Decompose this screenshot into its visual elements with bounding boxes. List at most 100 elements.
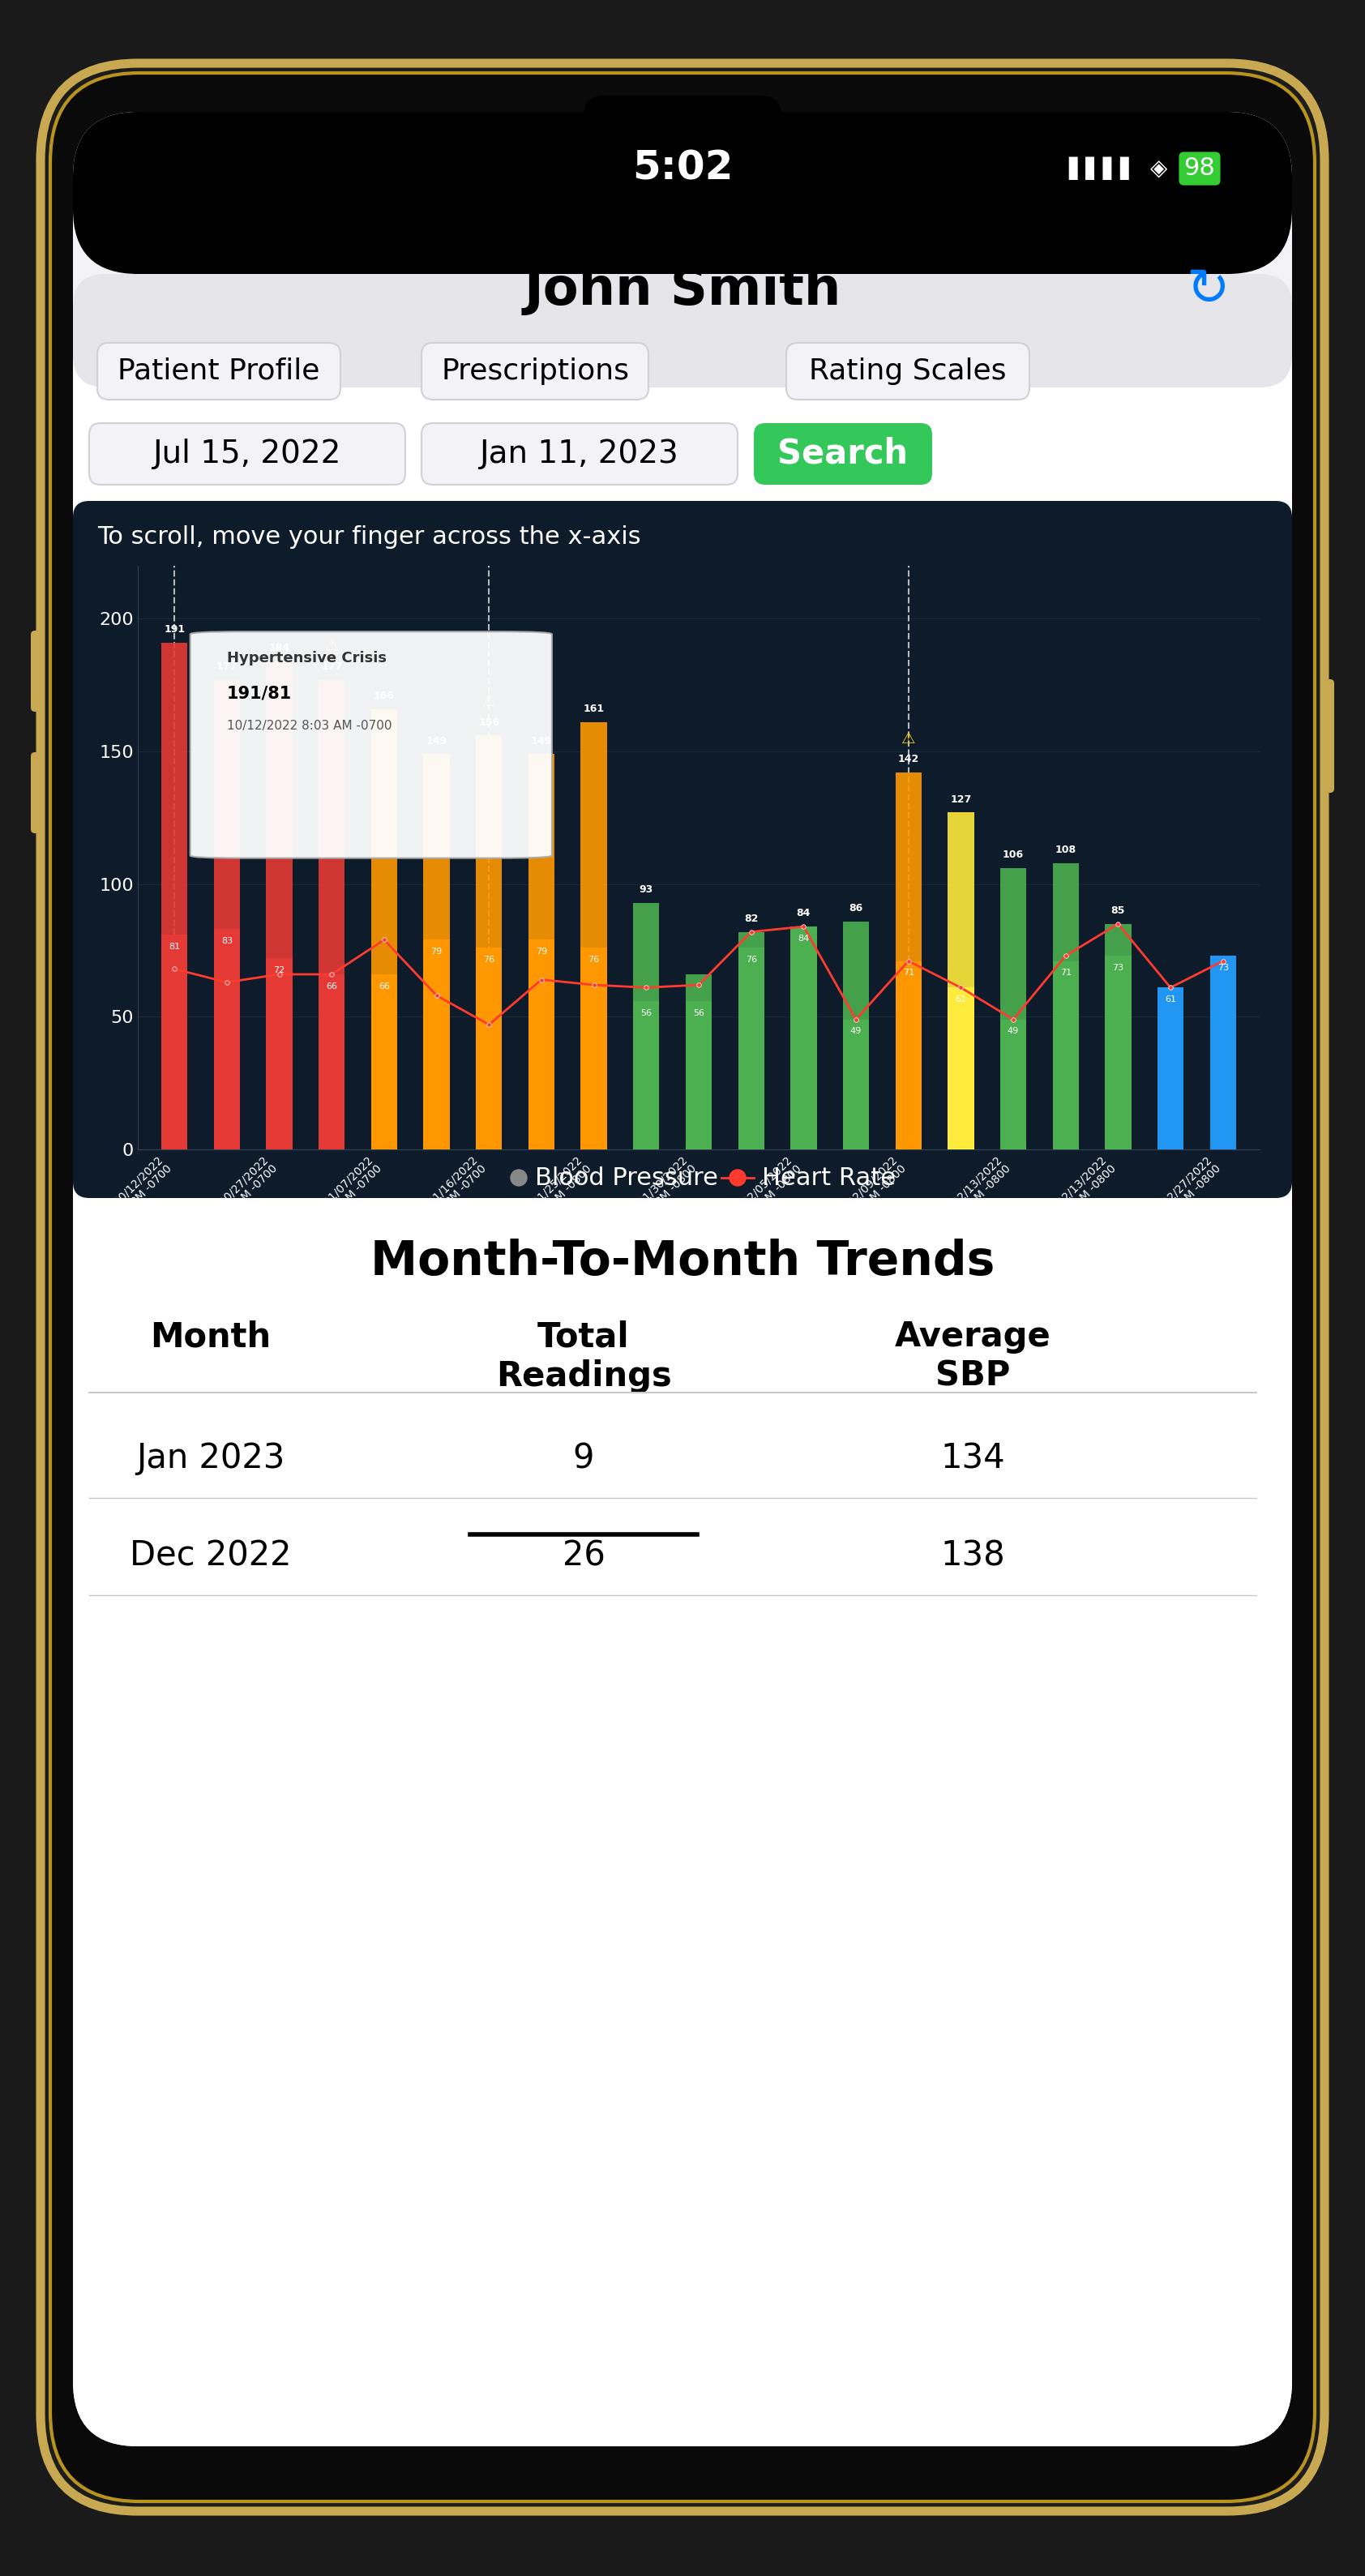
Text: 81: 81 [169,943,180,951]
Text: Heart Rate: Heart Rate [762,1167,895,1190]
Text: Patient Profile: Patient Profile [117,358,319,384]
Text: 177: 177 [321,662,343,672]
Text: Jul 15, 2022: Jul 15, 2022 [153,438,341,469]
Bar [895,773,921,1149]
Text: ⚠: ⚠ [482,693,495,708]
Bar [214,930,240,1149]
Bar [947,987,973,1149]
Text: 9: 9 [573,1440,594,1476]
Bar [790,927,816,1149]
Bar [580,721,607,1149]
Text: 10/12/2022 8:03 AM -0700: 10/12/2022 8:03 AM -0700 [227,719,392,732]
FancyBboxPatch shape [1323,680,1334,793]
FancyBboxPatch shape [72,273,1293,386]
Text: ⚠: ⚠ [325,639,339,654]
FancyBboxPatch shape [72,111,1293,2447]
Bar [423,940,449,1149]
FancyBboxPatch shape [72,500,1293,1198]
Text: 66: 66 [378,981,390,989]
Bar [371,974,397,1149]
Bar [790,927,816,1149]
Text: Jan 2023: Jan 2023 [136,1440,285,1476]
Text: Month-To-Month Trends: Month-To-Month Trends [370,1239,995,1285]
Bar [1158,987,1183,1149]
Text: Dec 2022: Dec 2022 [130,1538,292,1571]
Bar [371,708,397,1149]
Text: 83: 83 [221,938,232,945]
Bar [318,974,345,1149]
Text: 76: 76 [483,956,494,963]
Text: 191/81: 191/81 [227,685,292,701]
Text: 5:02: 5:02 [632,149,733,188]
Text: Month: Month [150,1319,272,1352]
Bar [161,935,187,1149]
Text: ◈: ◈ [1151,157,1168,180]
FancyBboxPatch shape [584,95,781,137]
Bar [580,948,607,1149]
Bar [1052,863,1078,1149]
Text: ↻: ↻ [1186,265,1230,314]
FancyBboxPatch shape [97,343,340,399]
Text: Jan 11, 2023: Jan 11, 2023 [480,438,680,469]
Bar [738,933,764,1149]
Text: 66: 66 [326,981,337,989]
Text: Total
Readings: Total Readings [495,1319,672,1394]
Text: 86: 86 [849,902,863,914]
Text: Blood Pressure: Blood Pressure [535,1167,718,1190]
FancyBboxPatch shape [422,422,737,484]
Bar [318,680,345,1149]
Text: 56: 56 [693,1010,704,1018]
Text: 156: 156 [479,716,500,726]
Text: 73: 73 [1112,963,1123,971]
Text: 76: 76 [588,956,599,963]
FancyBboxPatch shape [190,631,551,858]
Text: 71: 71 [902,969,915,976]
Bar [423,755,449,1149]
Bar [476,948,502,1149]
Bar [161,641,187,1149]
FancyBboxPatch shape [422,343,648,399]
Bar [1158,987,1183,1149]
Text: 49: 49 [1007,1028,1020,1036]
Text: ⚠: ⚠ [901,732,916,747]
FancyBboxPatch shape [89,422,405,484]
Text: 191: 191 [164,623,186,634]
Text: 79: 79 [431,948,442,956]
Text: 49: 49 [850,1028,861,1036]
Bar [842,1020,870,1149]
Text: 142: 142 [898,755,919,765]
Bar [1001,1020,1026,1149]
Bar [842,922,870,1149]
Text: 149: 149 [426,737,448,747]
Text: ▐▐▐▐: ▐▐▐▐ [1059,157,1129,180]
Bar [1209,956,1237,1149]
FancyBboxPatch shape [72,111,1293,273]
Text: Prescriptions: Prescriptions [441,358,629,384]
Bar [1106,925,1132,1149]
FancyBboxPatch shape [31,752,42,832]
Bar [947,811,973,1149]
Text: 93: 93 [639,884,654,894]
FancyBboxPatch shape [31,631,42,711]
Circle shape [729,1170,745,1185]
Text: 98: 98 [1183,157,1215,180]
Text: Rating Scales: Rating Scales [809,358,1006,384]
Text: 76: 76 [745,956,756,963]
Bar [895,961,921,1149]
Text: 72: 72 [273,966,285,974]
Bar [1052,961,1078,1149]
Text: 84: 84 [797,935,809,943]
Bar [266,958,292,1149]
Bar [685,1002,711,1149]
Bar [633,1002,659,1149]
FancyBboxPatch shape [41,64,1324,2512]
Bar [1106,956,1132,1149]
Bar [476,737,502,1149]
Text: 56: 56 [640,1010,652,1018]
Text: 138: 138 [940,1538,1005,1571]
FancyBboxPatch shape [786,343,1029,399]
Text: 71: 71 [1061,969,1072,976]
Text: 161: 161 [583,703,605,714]
Bar [266,662,292,1149]
Bar [528,940,554,1149]
